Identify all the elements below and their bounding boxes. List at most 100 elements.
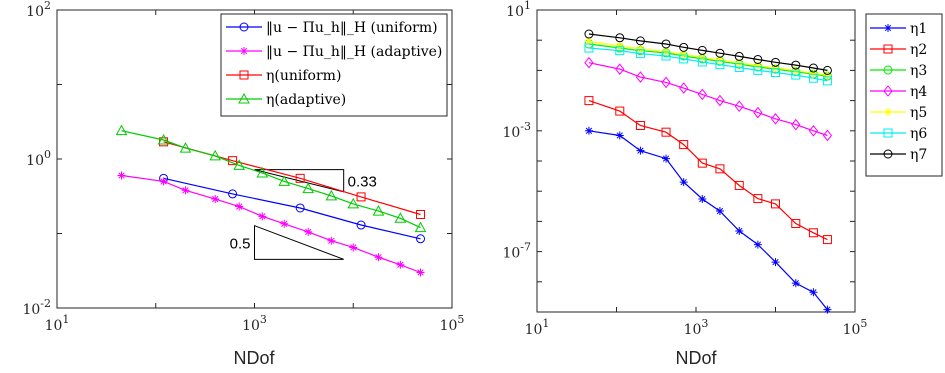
legend-marker — [883, 85, 893, 97]
left-chart: 101 103 105 10-2 100 102 0.33 0.5 NDof ‖u − Πu… — [22, 0, 464, 368]
right-plot-area — [536, 9, 856, 313]
legend-entry: η(adaptive) — [226, 92, 346, 108]
data-point — [661, 127, 671, 137]
data-point — [697, 45, 707, 55]
legend-marker — [884, 24, 892, 32]
data-point — [615, 131, 624, 140]
data-point — [347, 197, 360, 209]
data-point — [697, 158, 707, 168]
data-point — [179, 142, 192, 153]
left-slope-triangles: 0.33 0.5 — [230, 169, 377, 260]
data-point — [302, 182, 315, 194]
data-point — [615, 46, 625, 56]
data-point — [771, 64, 780, 73]
data-point — [304, 227, 313, 236]
data-point — [715, 94, 725, 107]
data-point — [635, 36, 645, 46]
data-point — [822, 129, 833, 142]
y-tick-label: 10-3 — [502, 120, 531, 141]
data-point — [734, 180, 744, 190]
data-point — [679, 82, 689, 94]
legend-label: η1 — [910, 21, 927, 37]
slope-label: 0.33 — [348, 174, 377, 191]
left-series — [115, 124, 427, 277]
left-legend: ‖u − Πu_h‖_H (uniform) ‖u − Πu_h‖_H (adap… — [220, 13, 448, 117]
data-point — [615, 41, 624, 50]
data-point — [735, 58, 744, 67]
data-point — [584, 96, 594, 106]
legend-entry: ‖u − Πu_h‖_H (adaptive) — [226, 44, 442, 60]
series-line — [588, 100, 828, 241]
legend-marker — [240, 47, 248, 55]
legend-entry: η7 — [870, 147, 927, 163]
data-point — [615, 106, 625, 116]
data-point — [280, 219, 289, 228]
legend-label: ‖u − Πu_h‖_H (uniform) — [266, 20, 438, 36]
data-point — [735, 227, 744, 236]
data-point — [822, 65, 832, 75]
data-point — [414, 221, 427, 233]
data-point — [808, 228, 818, 238]
y-tick-label: 100 — [26, 148, 51, 169]
series-3 — [584, 56, 833, 142]
data-point — [715, 207, 724, 216]
legend-marker — [883, 149, 893, 159]
data-point — [715, 164, 725, 174]
data-point — [809, 288, 818, 297]
data-point — [233, 159, 246, 170]
left-x-axis-label: NDof — [233, 348, 275, 368]
legend-marker — [883, 65, 893, 75]
data-point — [584, 29, 594, 39]
slope-triangle — [254, 224, 344, 260]
right-legend-entries: η1 η2 η3 η4 η5 η6 η7 — [870, 21, 927, 163]
data-point — [822, 76, 832, 86]
right-series — [584, 29, 833, 314]
legend-marker — [883, 44, 893, 54]
right-legend-box — [865, 13, 943, 177]
series-0 — [159, 173, 426, 244]
data-point — [394, 212, 407, 223]
right-tick-labels: 101 103 105 10-7 10-3 101 — [502, 0, 867, 338]
data-point — [416, 209, 426, 219]
data-point — [661, 39, 671, 49]
series-line — [163, 177, 421, 240]
series-line — [588, 33, 828, 71]
data-point — [771, 57, 780, 67]
data-point — [117, 171, 126, 180]
data-point — [356, 220, 366, 230]
data-point — [228, 189, 238, 199]
data-point — [661, 51, 671, 61]
data-point — [635, 71, 646, 83]
legend-entry: η5 — [870, 105, 927, 121]
legend-entry: η1 — [870, 21, 927, 37]
series-line — [588, 47, 828, 82]
legend-marker — [884, 108, 892, 116]
legend-entry: ‖u − Πu_h‖_H (uniform) — [226, 20, 438, 36]
data-point — [356, 192, 366, 202]
legend-marker — [239, 70, 249, 80]
data-point — [295, 173, 305, 183]
legend-entry: η2 — [870, 42, 927, 58]
data-point — [734, 62, 744, 72]
legend-entry: η3 — [870, 63, 927, 79]
legend-label: η(uniform) — [266, 68, 341, 84]
data-point — [715, 60, 725, 70]
data-point — [822, 235, 832, 245]
legend-entry: η4 — [870, 84, 927, 100]
x-tick-label: 103 — [684, 317, 709, 338]
data-point — [698, 53, 707, 62]
data-point — [809, 69, 818, 78]
data-point — [636, 146, 645, 155]
data-point — [753, 61, 762, 70]
slope-label: 0.5 — [230, 236, 251, 253]
series-6 — [584, 29, 832, 75]
data-point — [662, 154, 671, 163]
data-point — [396, 260, 405, 269]
legend-label: η6 — [910, 126, 927, 142]
legend-label: η7 — [910, 147, 927, 163]
data-point — [615, 33, 625, 43]
y-tick-label: 101 — [506, 0, 531, 20]
data-point — [157, 133, 170, 145]
data-point — [372, 205, 385, 216]
